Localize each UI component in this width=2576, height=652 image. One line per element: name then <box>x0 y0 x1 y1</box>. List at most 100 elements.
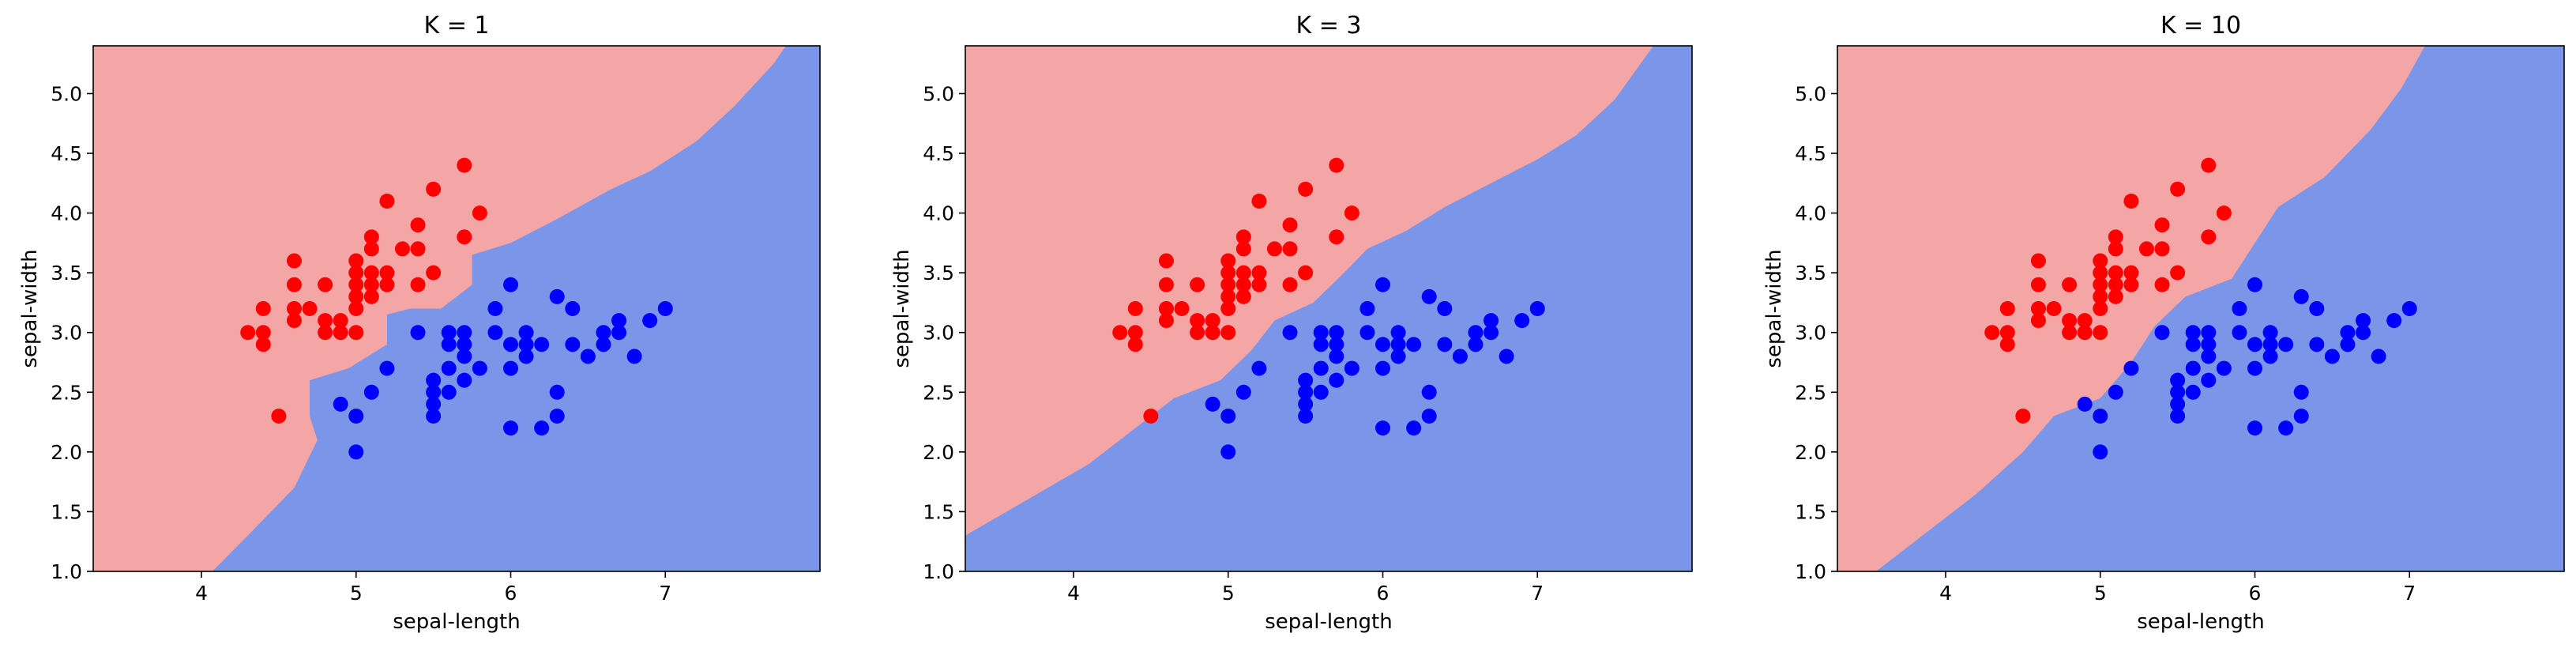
data-point-red <box>1329 157 1344 173</box>
y-tick-label: 5.0 <box>923 82 954 105</box>
data-point-red <box>2154 277 2170 292</box>
data-point-blue <box>503 277 519 292</box>
data-point-red <box>1235 229 1251 245</box>
scatter-points <box>240 157 673 460</box>
x-tick-label: 7 <box>2403 582 2416 605</box>
scatter-points <box>1112 157 1545 460</box>
data-point-blue <box>2170 409 2186 424</box>
data-point-blue <box>565 337 581 352</box>
data-point-blue <box>2247 420 2263 436</box>
data-point-blue <box>1344 360 1359 376</box>
data-point-red <box>348 301 364 316</box>
data-point-blue <box>1437 337 1453 352</box>
data-point-blue <box>2093 409 2108 424</box>
data-point-blue <box>2247 360 2263 376</box>
data-point-red <box>2077 325 2093 341</box>
data-point-red <box>1127 325 1143 341</box>
data-point-blue <box>2185 384 2201 400</box>
y-tick-label: 2.0 <box>923 441 954 464</box>
data-point-blue <box>2154 325 2170 341</box>
data-point-blue <box>1313 337 1329 352</box>
data-point-red <box>457 157 472 173</box>
data-point-blue <box>2401 301 2417 316</box>
data-point-blue <box>549 288 565 304</box>
data-point-blue <box>1220 444 1236 460</box>
data-point-blue <box>441 325 457 341</box>
data-point-blue <box>333 396 348 412</box>
data-point-red <box>363 288 379 304</box>
x-tick-label: 5 <box>350 582 363 605</box>
data-point-blue <box>611 313 627 329</box>
data-point-red <box>2030 277 2046 292</box>
y-tick-label: 3.5 <box>1795 262 1826 285</box>
x-tick-label: 6 <box>505 582 517 605</box>
data-point-blue <box>1313 384 1329 400</box>
data-point-blue <box>503 420 519 436</box>
data-point-blue <box>2309 337 2325 352</box>
data-point-blue <box>1529 301 1545 316</box>
data-point-blue <box>457 325 472 341</box>
data-point-blue <box>1313 360 1329 376</box>
data-point-blue <box>1329 325 1344 341</box>
y-tick-label: 3.5 <box>923 262 954 285</box>
data-point-red <box>426 265 442 281</box>
data-point-blue <box>2262 325 2278 341</box>
y-tick-label: 5.0 <box>1795 82 1826 105</box>
data-point-blue <box>1298 372 1314 388</box>
y-axis-label: sepal-width <box>18 249 42 367</box>
x-tick-label: 5 <box>1222 582 1235 605</box>
data-point-blue <box>1452 349 1468 364</box>
data-point-blue <box>2170 396 2186 412</box>
data-point-red <box>1235 241 1251 257</box>
data-point-blue <box>2324 349 2340 364</box>
data-point-blue <box>1235 384 1251 400</box>
data-point-blue <box>410 325 426 341</box>
data-point-red <box>1220 301 1236 316</box>
data-point-blue <box>1298 396 1314 412</box>
data-point-blue <box>2356 325 2371 341</box>
data-point-red <box>2030 253 2046 269</box>
data-point-red <box>1999 325 2015 341</box>
y-tick-label: 4.0 <box>1795 202 1826 225</box>
data-point-red <box>426 181 442 197</box>
data-point-red <box>2093 301 2108 316</box>
data-point-red <box>2030 313 2046 329</box>
data-point-red <box>1251 265 1267 281</box>
data-point-blue <box>1421 288 1437 304</box>
y-tick-label: 3.0 <box>923 322 954 345</box>
data-point-red <box>1158 313 1174 329</box>
y-tick-label: 2.0 <box>51 441 82 464</box>
data-point-blue <box>580 349 596 364</box>
data-point-red <box>457 229 472 245</box>
y-axis-label: sepal-width <box>1762 249 1786 367</box>
x-axis-label: sepal-length <box>1265 610 1392 634</box>
data-point-blue <box>379 360 395 376</box>
y-tick-label: 4.5 <box>51 142 82 165</box>
data-point-red <box>1329 229 1344 245</box>
plot-frame <box>965 45 1693 572</box>
data-point-blue <box>1205 396 1220 412</box>
data-point-blue <box>2170 372 2186 388</box>
data-point-blue <box>626 349 642 364</box>
data-point-red <box>2170 181 2186 197</box>
data-point-blue <box>1484 313 1499 329</box>
data-point-blue <box>1313 325 1329 341</box>
data-point-red <box>255 337 271 352</box>
panel-title: K = 10 <box>2160 12 2241 40</box>
y-tick-label: 1.5 <box>923 500 954 523</box>
data-point-blue <box>2247 337 2263 352</box>
plot-frame <box>1837 45 2565 572</box>
data-point-red <box>286 313 302 329</box>
data-point-red <box>410 241 426 257</box>
data-point-blue <box>2340 337 2356 352</box>
data-point-red <box>1205 313 1220 329</box>
data-point-blue <box>2108 384 2123 400</box>
data-point-blue <box>1375 337 1391 352</box>
data-point-red <box>1984 325 2000 341</box>
y-tick-label: 1.0 <box>51 560 82 583</box>
data-point-red <box>2123 193 2139 209</box>
data-point-blue <box>1499 349 1514 364</box>
data-point-red <box>2154 217 2170 233</box>
data-point-blue <box>1375 360 1391 376</box>
data-point-red <box>1235 265 1251 281</box>
